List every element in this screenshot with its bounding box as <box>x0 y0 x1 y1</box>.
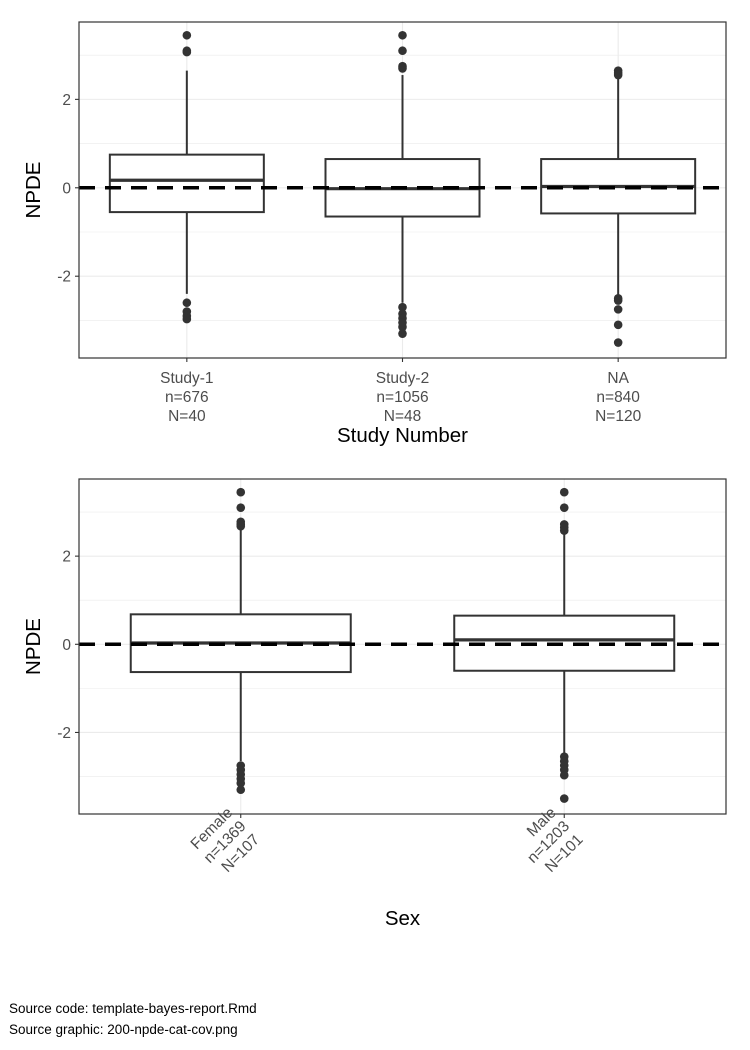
outlier-point <box>398 64 407 73</box>
y-tick-label: 2 <box>62 92 71 109</box>
outlier-point <box>613 70 623 80</box>
outlier-point <box>236 785 246 795</box>
x-tick-label: Study-2 <box>376 370 429 387</box>
outlier-point <box>559 794 569 803</box>
source-graphic-caption: Source graphic: 200-npde-cat-cov.png <box>9 1022 238 1037</box>
y-axis-title: NPDE <box>22 618 45 675</box>
outlier-point <box>613 305 623 314</box>
outlier-point <box>236 521 246 531</box>
chart-panel-1: -2 0 2 Study-1 n=676 N=40 Study-2 n=1056 N=48 NA n… <box>22 21 727 447</box>
outlier-point <box>398 30 407 40</box>
x-tick-label: N=40 <box>168 408 206 425</box>
outlier-point <box>236 487 246 497</box>
plot-border <box>78 478 727 815</box>
outlier-point <box>559 487 569 497</box>
outlier-point <box>398 46 407 56</box>
outlier-point <box>182 298 192 308</box>
outlier-point <box>613 296 623 305</box>
box-na <box>540 66 697 347</box>
outlier-point <box>182 47 192 57</box>
outlier-point <box>236 503 246 512</box>
outlier-point <box>398 322 407 332</box>
box-iqr <box>108 153 265 214</box>
x-tick-label: n=840 <box>596 389 640 406</box>
y-tick-label: 0 <box>62 637 71 654</box>
outlier-point <box>559 526 569 535</box>
x-tick-label: N=48 <box>384 408 422 425</box>
outlier-point <box>613 338 623 347</box>
outlier-point <box>398 302 407 312</box>
outlier-point <box>182 30 192 40</box>
y-tick-label: -2 <box>57 725 71 742</box>
x-tick-label: Study-1 <box>160 370 213 387</box>
box-iqr <box>453 614 676 672</box>
y-tick-label: -2 <box>57 269 71 286</box>
outlier-point <box>398 329 407 338</box>
x-tick-label: n=1056 <box>376 389 428 406</box>
x-axis-title: Sex <box>385 907 421 930</box>
y-axis-title: NPDE <box>22 162 45 219</box>
outlier-point <box>613 320 623 330</box>
outlier-point <box>559 770 569 780</box>
x-tick-label: N=120 <box>595 408 641 425</box>
y-tick-label: 0 <box>62 180 71 197</box>
x-tick-label: n=676 <box>165 389 209 406</box>
y-tick-label: 2 <box>62 549 71 566</box>
outlier-point <box>236 778 246 788</box>
outlier-point <box>559 503 569 512</box>
box-study-1 <box>108 30 265 324</box>
outlier-point <box>182 314 192 324</box>
x-axis-title: Study Number <box>337 424 468 447</box>
source-code-caption: Source code: template-bayes-report.Rmd <box>9 1001 257 1016</box>
x-tick-label: NA <box>607 370 629 387</box>
